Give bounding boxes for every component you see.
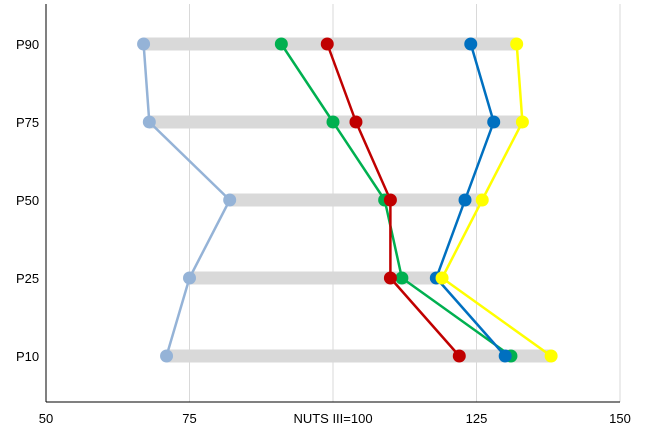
category-label: P10	[16, 349, 39, 364]
x-tick-label: 150	[609, 411, 631, 426]
data-point	[498, 349, 512, 363]
category-label: P75	[16, 115, 39, 130]
data-point	[142, 115, 156, 129]
category-label: P50	[16, 193, 39, 208]
data-point	[349, 115, 363, 129]
category-label: P90	[16, 37, 39, 52]
range-bars	[143, 37, 552, 363]
data-point	[515, 115, 529, 129]
data-point	[383, 193, 397, 207]
data-point	[183, 271, 196, 285]
series-points	[137, 37, 558, 363]
x-tick-label: 125	[466, 411, 488, 426]
data-point	[326, 115, 340, 129]
data-point	[395, 271, 409, 285]
data-point	[475, 193, 489, 207]
data-point	[223, 193, 237, 207]
x-tick-label: 75	[182, 411, 196, 426]
data-point	[137, 37, 151, 51]
data-point	[383, 271, 397, 285]
axes	[45, 4, 620, 403]
data-point	[435, 271, 449, 285]
data-point	[458, 193, 472, 207]
x-tick-label: NUTS III=100	[293, 411, 372, 426]
data-point	[464, 37, 478, 51]
series-line	[142, 43, 231, 357]
data-point	[510, 37, 524, 51]
category-label: P25	[16, 271, 39, 286]
data-point	[274, 37, 288, 51]
data-point	[487, 115, 501, 129]
data-point	[544, 349, 558, 363]
data-point	[160, 349, 174, 363]
x-tick-label: 50	[39, 411, 53, 426]
data-point	[320, 37, 334, 51]
data-point	[452, 349, 466, 363]
axis-labels: 50 75 NUTS III=100 125 150 P10 P25 P50 P75 P90	[16, 37, 631, 426]
